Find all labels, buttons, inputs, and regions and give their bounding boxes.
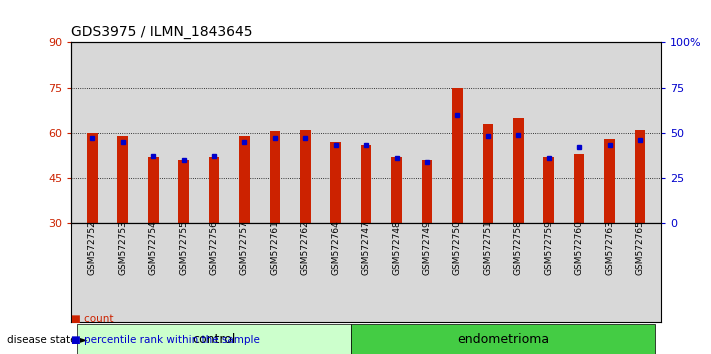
Bar [513,118,523,223]
Bar [574,154,584,223]
Bar [452,88,463,223]
Bar [422,160,432,223]
Bar [178,160,189,223]
Bar [483,124,493,223]
Bar [361,145,371,223]
Text: endometrioma: endometrioma [457,333,549,346]
Bar [351,324,655,354]
Bar [543,157,554,223]
Bar [209,157,220,223]
Bar [148,157,159,223]
Bar [269,131,280,223]
Text: control: control [193,333,236,346]
Bar [87,133,97,223]
Bar [117,136,128,223]
Text: GDS3975 / ILMN_1843645: GDS3975 / ILMN_1843645 [71,25,252,39]
Bar [77,324,351,354]
Bar [635,130,646,223]
Bar [300,130,311,223]
Text: ■ percentile rank within the sample: ■ percentile rank within the sample [71,335,260,345]
Text: ■ count: ■ count [71,314,114,324]
Bar [239,136,250,223]
Text: disease state ►: disease state ► [7,335,88,345]
Bar [604,139,615,223]
Bar [391,157,402,223]
Bar [331,142,341,223]
